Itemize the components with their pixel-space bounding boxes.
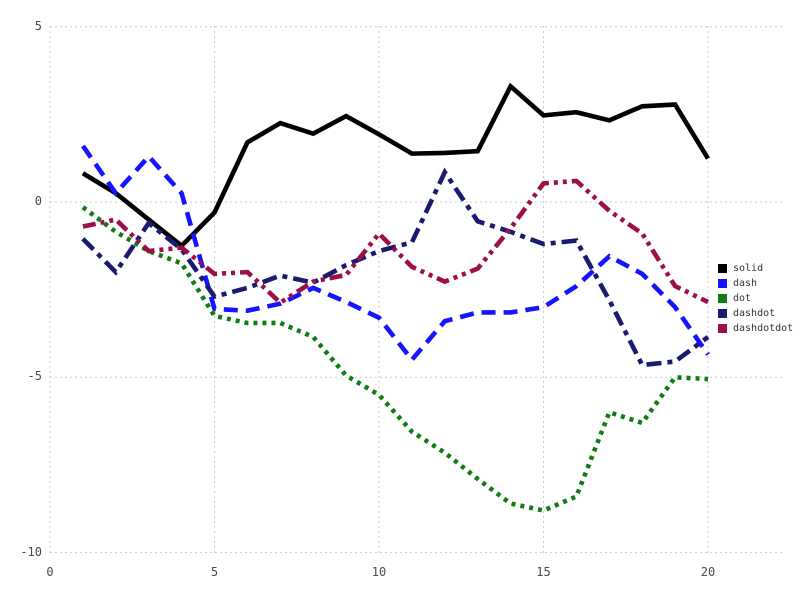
y-tick-label: -10	[20, 544, 42, 559]
legend-item-dashdot: dashdot	[718, 306, 793, 321]
chart-legend: solid dash dot dashdot dashdotdot	[718, 261, 793, 336]
series-line-solid	[81, 82, 710, 249]
y-tick-label: 0	[34, 194, 42, 208]
series-line-dash	[81, 144, 710, 364]
y-tick-label: 5	[34, 18, 42, 33]
x-tick-label: 20	[700, 565, 716, 579]
legend-label: solid	[733, 263, 764, 274]
legend-item-dash: dash	[718, 276, 793, 291]
legend-swatch-solid	[718, 264, 727, 273]
legend-label: dashdotdot	[733, 323, 794, 334]
x-tick-label: 10	[371, 565, 387, 579]
legend-swatch-dot	[718, 294, 727, 303]
x-tick-label: 5	[210, 565, 219, 579]
series-line-dot	[81, 205, 709, 513]
legend-item-dashdotdot: dashdotdot	[718, 321, 793, 336]
legend-item-dot: dot	[718, 291, 793, 306]
legend-swatch-dashdotdot	[718, 324, 727, 333]
legend-swatch-dash	[718, 279, 727, 288]
legend-swatch-dashdot	[718, 309, 727, 318]
legend-label: dot	[733, 293, 752, 304]
legend-label: dash	[733, 278, 758, 289]
y-tick-label: -5	[27, 369, 42, 384]
x-tick-label: 0	[46, 565, 54, 579]
series-line-dashdotdot	[82, 178, 709, 306]
legend-label: dashdot	[733, 308, 776, 319]
legend-item-solid: solid	[718, 261, 793, 276]
series-line-dashdot	[81, 167, 710, 368]
x-tick-label: 15	[536, 565, 551, 579]
